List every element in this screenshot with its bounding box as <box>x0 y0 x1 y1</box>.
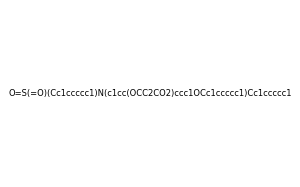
Text: O=S(=O)(Cc1ccccc1)N(c1cc(OCC2CO2)ccc1OCc1ccccc1)Cc1ccccc1: O=S(=O)(Cc1ccccc1)N(c1cc(OCC2CO2)ccc1OCc… <box>8 89 292 98</box>
